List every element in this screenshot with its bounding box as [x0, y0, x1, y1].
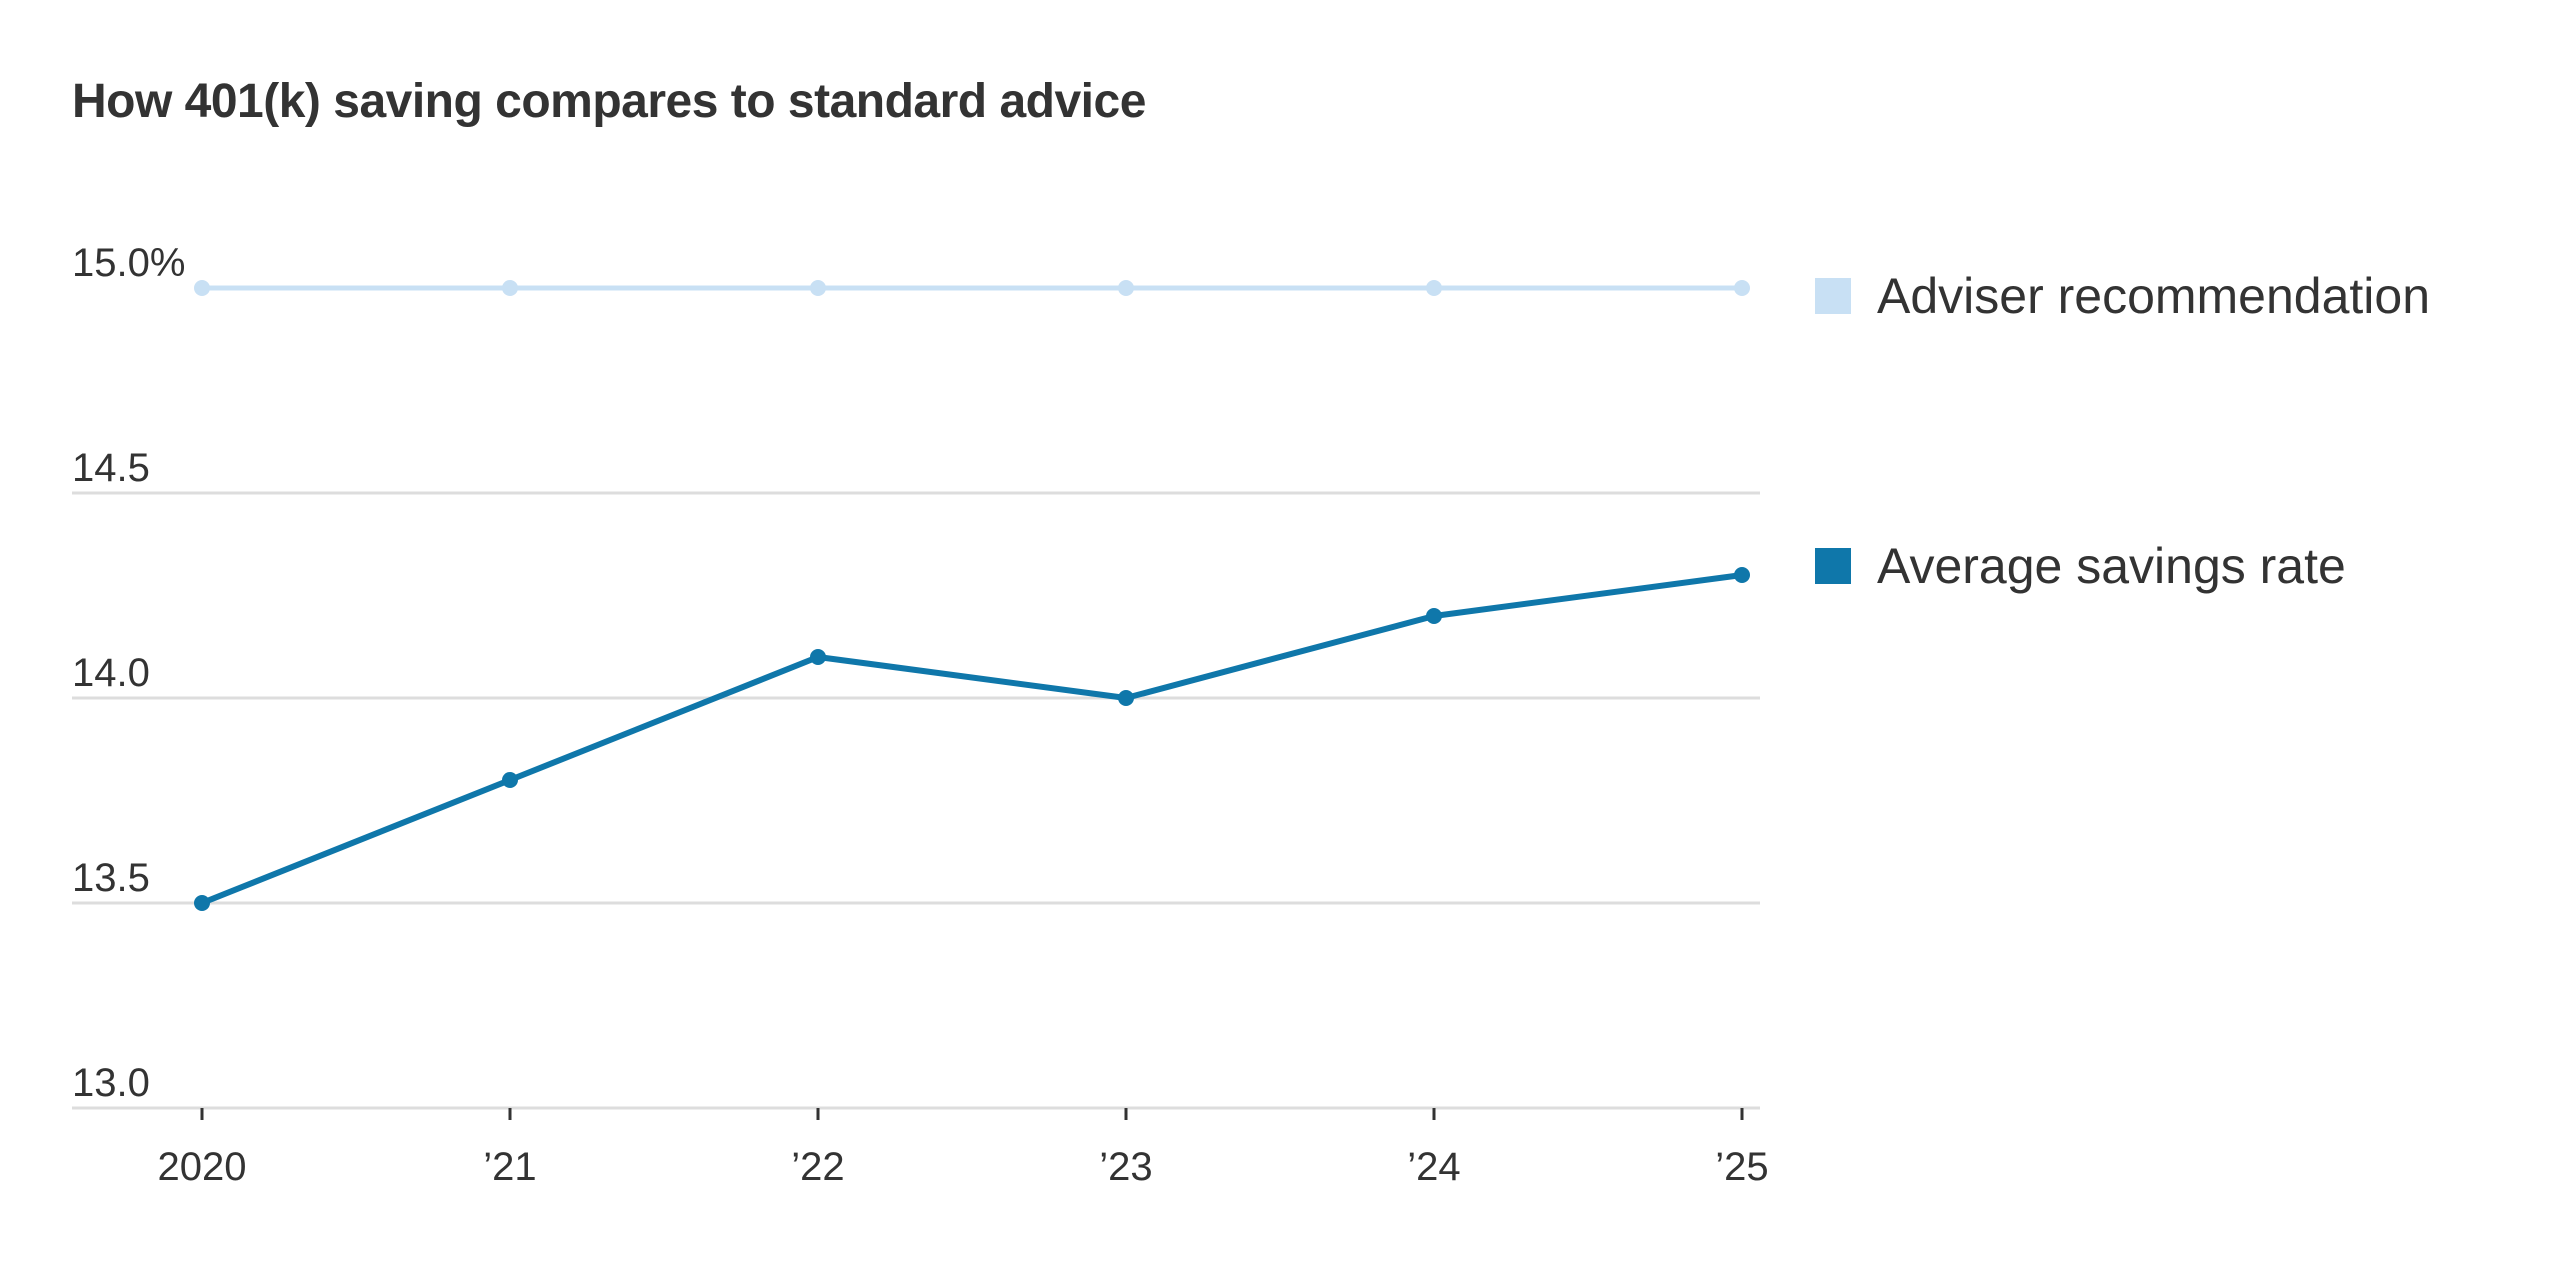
data-point — [502, 280, 518, 296]
data-point — [1734, 567, 1750, 583]
y-tick-label: 14.0 — [72, 651, 150, 695]
gridlines — [72, 491, 1760, 1110]
y-tick-label: 15.0% — [72, 241, 185, 285]
y-tick-label: 14.5 — [72, 446, 150, 490]
data-point — [1426, 280, 1442, 296]
x-axis: 2020 ’21 ’22 ’23 ’24 ’25 — [158, 1108, 1769, 1189]
legend-label: Average savings rate — [1877, 538, 2346, 594]
data-point — [1734, 280, 1750, 296]
data-point — [1118, 280, 1134, 296]
series-layer — [194, 280, 1750, 911]
series-1 — [194, 567, 1750, 911]
legend-swatch — [1815, 548, 1851, 584]
x-tick-label: ’23 — [1099, 1145, 1152, 1189]
legend-label: Adviser recommendation — [1877, 268, 2430, 324]
legend: Adviser recommendation Average savings ra… — [1815, 268, 2430, 594]
y-tick-label: 13.0 — [72, 1061, 150, 1105]
x-tick-label: 2020 — [158, 1145, 247, 1189]
data-point — [194, 280, 210, 296]
x-tick-label: ’21 — [483, 1145, 536, 1189]
data-point — [810, 649, 826, 665]
series-line — [199, 572, 1745, 906]
legend-item: Adviser recommendation — [1815, 268, 2430, 324]
x-tick-label: ’22 — [791, 1145, 844, 1189]
data-point — [1426, 608, 1442, 624]
chart-title: How 401(k) saving compares to standard a… — [72, 75, 1146, 128]
x-tick-label: ’24 — [1407, 1145, 1460, 1189]
data-point — [502, 772, 518, 788]
legend-item: Average savings rate — [1815, 538, 2346, 594]
data-point — [1118, 690, 1134, 706]
x-tick-label: ’25 — [1715, 1145, 1768, 1189]
y-axis-tick-labels: 13.0 13.5 14.0 14.5 15.0% — [72, 241, 185, 1105]
data-point — [194, 895, 210, 911]
series-0 — [194, 280, 1750, 296]
legend-swatch — [1815, 278, 1851, 314]
data-point — [810, 280, 826, 296]
y-tick-label: 13.5 — [72, 856, 150, 900]
